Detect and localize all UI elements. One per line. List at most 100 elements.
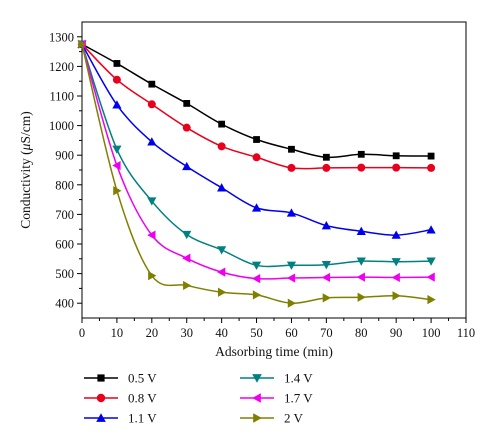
legend-item: 1.1 V: [84, 411, 157, 426]
data-point: [182, 161, 192, 171]
data-point: [321, 272, 331, 283]
x-tick-label: 40: [215, 326, 228, 340]
data-point: [217, 142, 226, 151]
data-point: [217, 267, 226, 277]
data-point: [392, 291, 401, 301]
data-point: [286, 273, 296, 283]
legend-item: 2 V: [240, 411, 304, 426]
data-point: [392, 163, 401, 172]
data-point: [391, 258, 401, 267]
data-point: [391, 272, 400, 283]
legend-marker: [96, 413, 106, 422]
legend-label: 1.1 V: [128, 411, 157, 426]
data-point: [252, 153, 261, 162]
data-point: [217, 183, 227, 192]
series-layer: [77, 39, 436, 308]
data-point: [427, 152, 435, 160]
series-line: [81, 43, 432, 170]
data-point: [356, 226, 366, 235]
y-tick-label: 1000: [49, 119, 74, 133]
data-point: [322, 153, 330, 161]
y-axis-label-prefix: Conductivity (: [18, 150, 33, 229]
x-tick-label: 0: [79, 326, 85, 340]
legend-item: 0.5 V: [84, 371, 157, 386]
data-point: [113, 60, 121, 67]
data-point: [391, 230, 401, 239]
data-point: [251, 261, 262, 270]
plot-border: [81, 21, 467, 319]
x-tick-label: 30: [180, 326, 193, 340]
series-2V: [78, 39, 436, 308]
data-point: [288, 145, 295, 153]
legend-label: 0.8 V: [128, 391, 157, 406]
data-point: [356, 257, 366, 266]
data-point: [112, 160, 121, 171]
data-point: [182, 123, 191, 132]
data-point: [147, 137, 157, 146]
y-axis-label: Conductivity (μS/cm): [18, 111, 33, 228]
series-1_7V: [77, 39, 435, 284]
x-tick-label: 110: [457, 326, 475, 340]
data-point: [148, 80, 156, 88]
y-tick-label: 500: [55, 267, 74, 281]
y-tick-label: 900: [55, 149, 74, 163]
legend-item: 1.4 V: [240, 371, 313, 386]
data-point: [112, 145, 122, 154]
data-point: [427, 295, 436, 305]
y-tick-label: 1100: [49, 90, 74, 104]
x-tick-label: 80: [355, 326, 368, 340]
data-point: [426, 272, 435, 282]
data-point: [182, 230, 192, 240]
data-point: [147, 197, 157, 206]
series-line: [81, 44, 432, 304]
legend-marker: [252, 374, 262, 383]
legend-marker: [253, 413, 262, 423]
y-tick-label: 1300: [49, 30, 74, 44]
legend-label: 0.5 V: [128, 371, 157, 386]
y-axis-label-mu: μ: [18, 143, 33, 151]
legend-label: 1.7 V: [284, 391, 313, 406]
data-point: [218, 120, 226, 128]
y-tick-label: 400: [55, 297, 74, 311]
series-1_4V: [77, 40, 436, 270]
legend-label: 2 V: [284, 411, 304, 426]
x-tick-label: 50: [250, 326, 263, 340]
x-axis-label: Adsorbing time (min): [215, 344, 333, 359]
legend-label: 1.4 V: [284, 371, 313, 386]
data-point: [78, 39, 87, 49]
legend-marker: [252, 393, 261, 403]
y-tick-label: 700: [55, 208, 74, 222]
x-tick-label: 20: [146, 326, 159, 340]
x-tick-label: 100: [422, 326, 441, 340]
legend: 0.5 V 0.8 V 1.1 V 1.4 V 1.7 V 2 V: [84, 371, 313, 426]
plot-frame: [81, 21, 467, 319]
data-point: [286, 261, 297, 270]
x-axis: 0 10 20 30 40 50 60 70 80 90 100 110: [79, 318, 475, 340]
legend-item: 1.7 V: [240, 391, 313, 406]
data-point: [357, 150, 365, 158]
legend-marker: [97, 374, 105, 382]
legend-marker: [96, 393, 106, 403]
data-point: [183, 100, 191, 107]
data-point: [148, 271, 157, 281]
data-point: [183, 280, 192, 291]
data-point: [251, 274, 261, 284]
x-tick-label: 90: [390, 326, 403, 340]
data-point: [321, 261, 331, 270]
y-axis-label-suffix: S/cm): [18, 111, 33, 143]
data-point: [287, 298, 297, 308]
x-tick-label: 60: [285, 326, 298, 340]
data-point: [356, 272, 365, 282]
data-point: [253, 136, 260, 143]
series-0_5V: [78, 40, 435, 161]
series-0_8V: [78, 40, 436, 172]
data-point: [426, 225, 436, 234]
data-point: [286, 208, 297, 217]
data-point: [217, 287, 227, 297]
data-point: [182, 253, 191, 263]
data-point: [427, 163, 436, 172]
y-tick-label: 600: [55, 238, 74, 252]
y-tick-label: 1200: [49, 60, 74, 74]
data-point: [147, 230, 156, 240]
